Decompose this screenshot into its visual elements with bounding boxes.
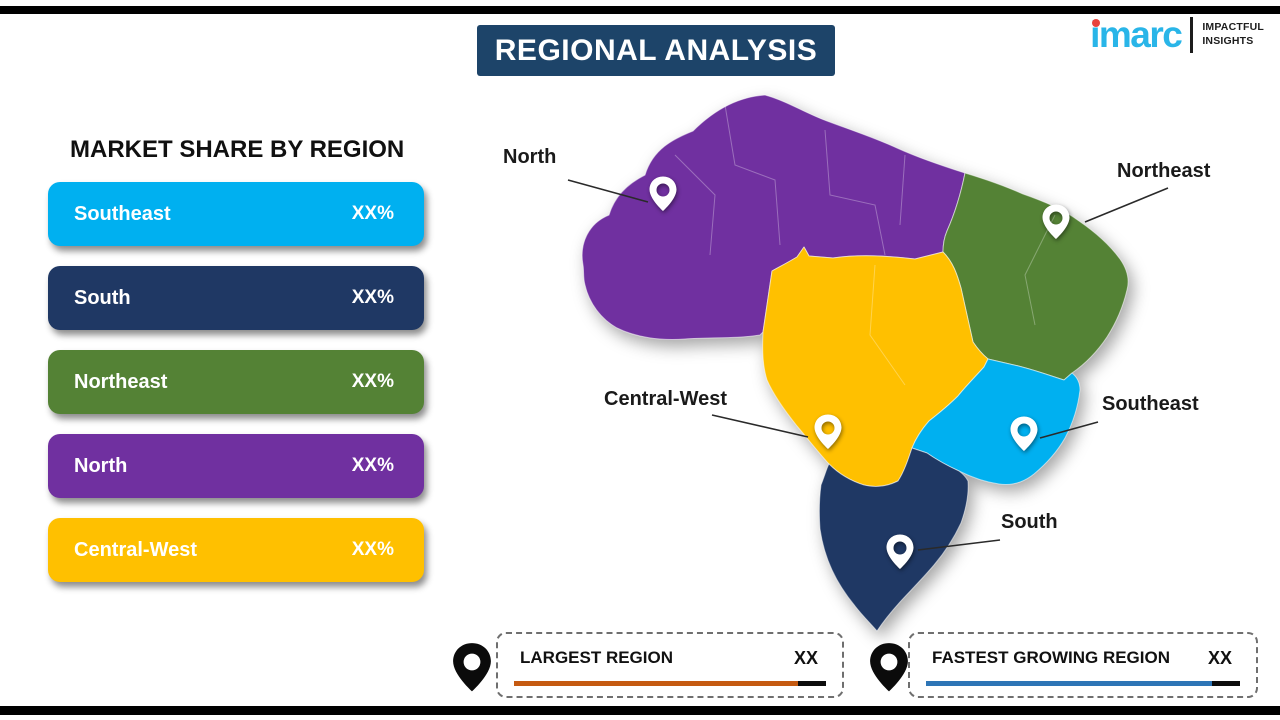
underline-black-segment <box>798 681 826 686</box>
bar-label: Northeast <box>74 370 168 393</box>
bar-label: Southeast <box>74 202 171 225</box>
map-pin-southeast-icon <box>1010 416 1038 451</box>
market-share-bar-north: North XX% <box>48 434 424 498</box>
market-share-heading: MARKET SHARE BY REGION <box>70 136 405 163</box>
market-share-bar-southeast: Southeast XX% <box>48 182 424 246</box>
fastest-growing-region-value: XX <box>1207 647 1232 668</box>
imarc-logo-dot-icon <box>1092 19 1101 27</box>
underline-color-segment <box>926 681 1212 686</box>
imarc-tagline-line2: INSIGHTS <box>1202 34 1254 47</box>
leader-line-central-west <box>711 414 809 438</box>
largest-region-label: LARGEST REGION <box>520 648 674 667</box>
leader-line-south <box>917 539 1001 551</box>
map-label-northeast: Northeast <box>1117 160 1211 182</box>
map-label-central-west: Central-West <box>604 388 727 410</box>
imarc-logo-tagline: IMPACTFUL INSIGHTS <box>1202 21 1264 48</box>
top-border-bar <box>0 6 1280 14</box>
leader-line-north <box>567 179 649 203</box>
bar-value: XX% <box>351 287 394 308</box>
map-pin-south-icon <box>886 534 914 569</box>
bar-label: Central-West <box>74 538 197 561</box>
state-border-line <box>724 104 781 246</box>
state-border-line <box>824 129 886 256</box>
state-border-line <box>899 154 906 226</box>
page-title-text: REGIONAL ANALYSIS <box>494 33 818 67</box>
largest-region-box: LARGEST REGION XX <box>496 632 844 698</box>
bar-label: North <box>74 454 128 477</box>
map-pin-north-icon <box>649 176 677 211</box>
map-pin-central-west-icon <box>814 414 842 449</box>
state-border-line <box>1024 214 1056 326</box>
market-share-bar-south: South XX% <box>48 266 424 330</box>
page-title: REGIONAL ANALYSIS <box>477 25 835 76</box>
imarc-logo-divider <box>1190 16 1194 53</box>
largest-region-underline <box>514 681 826 686</box>
underline-black-segment <box>1212 681 1240 686</box>
fastest-growing-region-underline <box>926 681 1240 686</box>
leader-line-southeast <box>1039 421 1099 439</box>
largest-region-pin-icon <box>453 643 491 692</box>
map-label-southeast: Southeast <box>1102 393 1199 415</box>
imarc-tagline-line1: IMPACTFUL <box>1202 20 1264 33</box>
state-border-line <box>869 264 906 386</box>
largest-region-value: XX <box>793 647 818 668</box>
imarc-logo-text: imarc <box>1090 14 1183 55</box>
imarc-logo: imarc IMPACTFUL INSIGHTS <box>1090 16 1264 53</box>
bar-value: XX% <box>351 455 394 476</box>
map-region-southeast <box>911 358 1081 485</box>
state-border-line <box>674 154 716 256</box>
bottom-border-bar <box>0 706 1280 715</box>
market-share-bar-central-west: Central-West XX% <box>48 518 424 582</box>
market-share-bar-list: Southeast XX% South XX% Northeast XX% No… <box>48 182 424 582</box>
bar-label: South <box>74 286 131 309</box>
market-share-bar-northeast: Northeast XX% <box>48 350 424 414</box>
fastest-growing-region-box: FASTEST GROWING REGION XX <box>908 632 1258 698</box>
map-pin-northeast-icon <box>1042 204 1070 239</box>
leader-line-northeast <box>1084 187 1169 223</box>
bar-value: XX% <box>351 203 394 224</box>
bar-value: XX% <box>351 539 394 560</box>
fastest-growing-region-label: FASTEST GROWING REGION <box>932 648 1171 667</box>
map-label-south: South <box>1001 511 1058 533</box>
bar-value: XX% <box>351 371 394 392</box>
map-label-north: North <box>503 146 557 168</box>
fastest-growing-region-pin-icon <box>870 643 908 692</box>
imarc-logo-wordmark: imarc <box>1090 14 1183 55</box>
underline-color-segment <box>514 681 798 686</box>
brazil-map <box>567 94 1169 632</box>
